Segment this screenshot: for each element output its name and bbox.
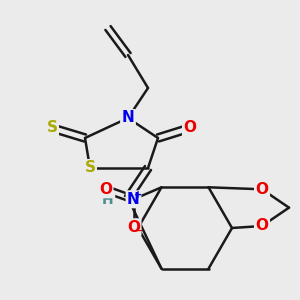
Text: H: H (102, 193, 114, 207)
Text: +: + (134, 190, 142, 200)
Text: O: O (184, 121, 196, 136)
Text: O: O (127, 220, 140, 235)
Text: N: N (122, 110, 134, 125)
Text: N: N (127, 192, 140, 207)
Text: S: S (46, 121, 58, 136)
Text: O: O (256, 182, 268, 197)
Text: O: O (256, 218, 268, 233)
Text: O: O (99, 182, 112, 197)
Text: S: S (85, 160, 95, 175)
Text: −: − (134, 226, 143, 236)
